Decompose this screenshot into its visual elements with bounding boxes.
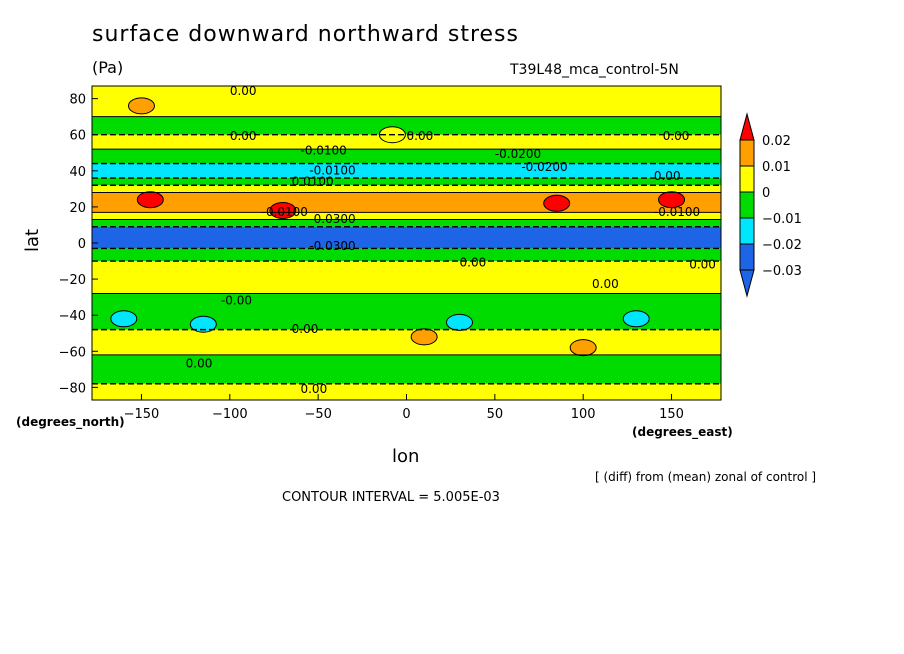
colorbar-swatch-2 [739, 191, 755, 219]
patch-10 [446, 313, 474, 331]
contour-label-4: -0.0200 [495, 147, 541, 161]
colorbar-label-2: 0 [762, 186, 770, 201]
x-tick-label-5: 100 [571, 407, 596, 422]
band-15 [92, 354, 721, 384]
contour-label-12: -0.0300 [309, 212, 355, 226]
contour-label-14: 0.00 [460, 255, 487, 269]
band-14 [92, 329, 721, 355]
contour-label-6: 0.00 [663, 129, 690, 143]
y-tick-label-2: −40 [59, 309, 86, 324]
band-8 [92, 212, 721, 220]
patch-6 [569, 339, 597, 357]
contour-label-20: 0.00 [300, 382, 327, 396]
colorbar-label-4: −0.02 [762, 238, 802, 253]
y-tick-label-5: 20 [69, 201, 86, 216]
x-tick-label-4: 50 [487, 407, 504, 422]
contour-label-18: 0.00 [292, 322, 319, 336]
colorbar-swatch-3 [739, 217, 755, 245]
contour-label-16: 0.00 [592, 277, 619, 291]
colorbar-label-1: 0.01 [762, 160, 791, 175]
contour-label-13: -0.0300 [309, 239, 355, 253]
contour-label-15: 0.00 [689, 257, 716, 271]
colorbar-label-0: 0.02 [762, 134, 791, 149]
x-tick-label-6: 150 [659, 407, 684, 422]
x-axis-label: lon [392, 446, 420, 467]
contour-label-19: 0.00 [186, 357, 213, 371]
contour-label-11: -0.0100 [654, 205, 700, 219]
x-tick-label-2: −50 [304, 407, 331, 422]
colorbar-arrow-bottom [739, 269, 755, 298]
patch-3 [658, 191, 686, 209]
contour-label-7: -0.0100 [309, 163, 355, 177]
colorbar-swatch-0 [739, 139, 755, 167]
contour-label-0: 0.00 [230, 84, 257, 98]
y-tick-label-4: 0 [78, 237, 86, 252]
y-tick-label-7: 60 [69, 129, 86, 144]
band-7 [92, 192, 721, 213]
colorbar-swatch-1 [739, 165, 755, 193]
y-tick-label-3: −20 [59, 273, 86, 288]
contour-label-10: -0.0100 [262, 205, 308, 219]
contour-label-3: 0.00 [407, 129, 434, 143]
contour-label-9: 0.00 [654, 169, 681, 183]
colorbar-label-5: −0.03 [762, 264, 802, 279]
y-tick-label-6: 40 [69, 165, 86, 180]
x-axis-units: (degrees_east) [632, 425, 733, 439]
y-tick-label-0: −80 [59, 381, 86, 396]
y-axis-units: (degrees_north) [16, 415, 125, 429]
patch-0 [136, 191, 164, 209]
run-label: T39L48_mca_control-5N [510, 62, 679, 78]
band-11 [92, 248, 721, 262]
contour-interval: CONTOUR INTERVAL = 5.005E-03 [282, 490, 500, 505]
contour-label-5: -0.0200 [521, 160, 567, 174]
patch-7 [410, 328, 438, 346]
patch-9 [189, 315, 217, 333]
contour-label-2: -0.0100 [300, 144, 346, 158]
x-tick-label-0: −150 [124, 407, 160, 422]
band-12 [92, 261, 721, 294]
patch-2 [543, 194, 571, 212]
contour-label-17: -0.00 [221, 293, 252, 307]
patch-8 [110, 310, 138, 328]
chart-units: (Pa) [92, 58, 124, 77]
colorbar-arrow-top [739, 112, 755, 141]
x-tick-label-3: 0 [402, 407, 410, 422]
band-2 [92, 134, 721, 150]
difference-note: [ (diff) from (mean) zonal of control ] [595, 470, 817, 484]
band-5 [92, 178, 721, 186]
band-6 [92, 185, 721, 193]
chart-title: surface downward northward stress [92, 22, 519, 47]
patch-11 [622, 310, 650, 328]
contour-label-8: 0.0100 [292, 174, 334, 188]
band-3 [92, 149, 721, 164]
band-9 [92, 219, 721, 227]
band-1 [92, 116, 721, 135]
y-tick-label-8: 80 [69, 93, 86, 108]
band-4 [92, 163, 721, 179]
colorbar-swatch-4 [739, 243, 755, 271]
patch-1 [269, 202, 297, 220]
patch-4 [127, 97, 155, 115]
colorbar-label-3: −0.01 [762, 212, 802, 227]
x-tick-label-1: −100 [212, 407, 248, 422]
contour-label-1: 0.00 [230, 129, 257, 143]
y-tick-label-1: −60 [59, 345, 86, 360]
band-10 [92, 226, 721, 249]
band-16 [92, 383, 721, 400]
band-0 [92, 86, 721, 117]
